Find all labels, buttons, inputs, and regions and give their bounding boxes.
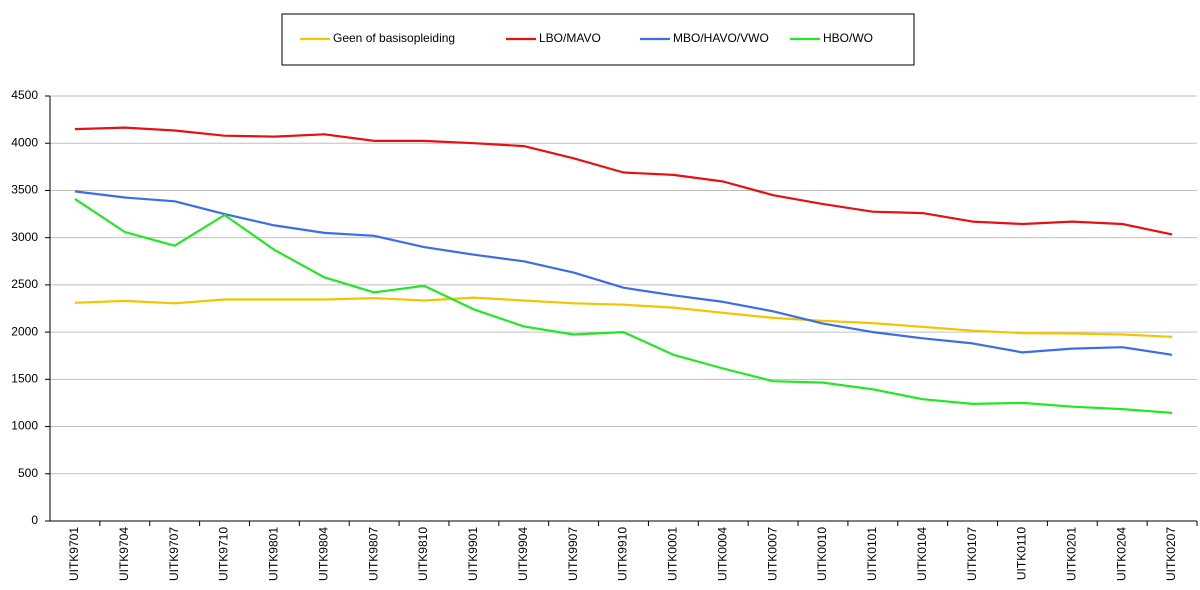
x-tick-label: UITK9904 — [516, 527, 530, 581]
y-tick-label: 3000 — [11, 230, 38, 244]
series-line — [74, 197, 1173, 414]
x-tick-label: UITK0010 — [815, 527, 829, 581]
x-tick-label: UITK9907 — [566, 527, 580, 581]
x-tick-label: UITK0001 — [666, 527, 680, 581]
y-tick-label: 500 — [18, 466, 38, 480]
x-tick-label: UITK0110 — [1015, 527, 1029, 580]
x-tick-label: UITK9701 — [67, 527, 81, 581]
x-tick-label: UITK9710 — [217, 527, 231, 581]
x-tick-label: UITK9910 — [616, 527, 630, 581]
y-tick-label: 3500 — [11, 183, 38, 197]
y-tick-label: 2500 — [11, 277, 38, 291]
y-tick-label: 1000 — [11, 419, 38, 433]
legend-label: Geen of basisopleiding — [333, 31, 455, 45]
x-tick-label: UITK9804 — [316, 527, 330, 581]
x-tick-label: UITK0007 — [765, 527, 779, 581]
y-tick-label: 4000 — [11, 135, 38, 149]
series-line — [74, 296, 1173, 338]
x-tick-label: UITK0204 — [1114, 527, 1128, 581]
y-tick-label: 1500 — [11, 372, 38, 386]
x-tick-label: UITK9810 — [416, 527, 430, 581]
x-tick-label: UITK9801 — [267, 527, 281, 581]
x-tick-label: UITK0207 — [1164, 527, 1178, 581]
x-tick-label: UITK0201 — [1064, 527, 1078, 581]
x-tick-label: UITK0107 — [965, 527, 979, 581]
x-tick-label: UITK0004 — [715, 527, 729, 581]
x-tick-label: UITK9707 — [167, 527, 181, 581]
series-line — [74, 126, 1173, 236]
legend-label: LBO/MAVO — [539, 31, 601, 45]
x-tick-label: UITK9807 — [366, 527, 380, 581]
x-tick-label: UITK9901 — [466, 527, 480, 581]
y-tick-label: 2000 — [11, 324, 38, 338]
series-line — [74, 190, 1173, 356]
x-tick-label: UITK0101 — [865, 527, 879, 581]
legend-label: MBO/HAVO/VWO — [673, 31, 769, 45]
legend-label: HBO/WO — [823, 31, 873, 45]
x-tick-label: UITK0104 — [915, 527, 929, 581]
x-tick-label: UITK9704 — [117, 527, 131, 581]
y-tick-label: 0 — [31, 513, 38, 527]
y-tick-label: 4500 — [11, 88, 38, 102]
